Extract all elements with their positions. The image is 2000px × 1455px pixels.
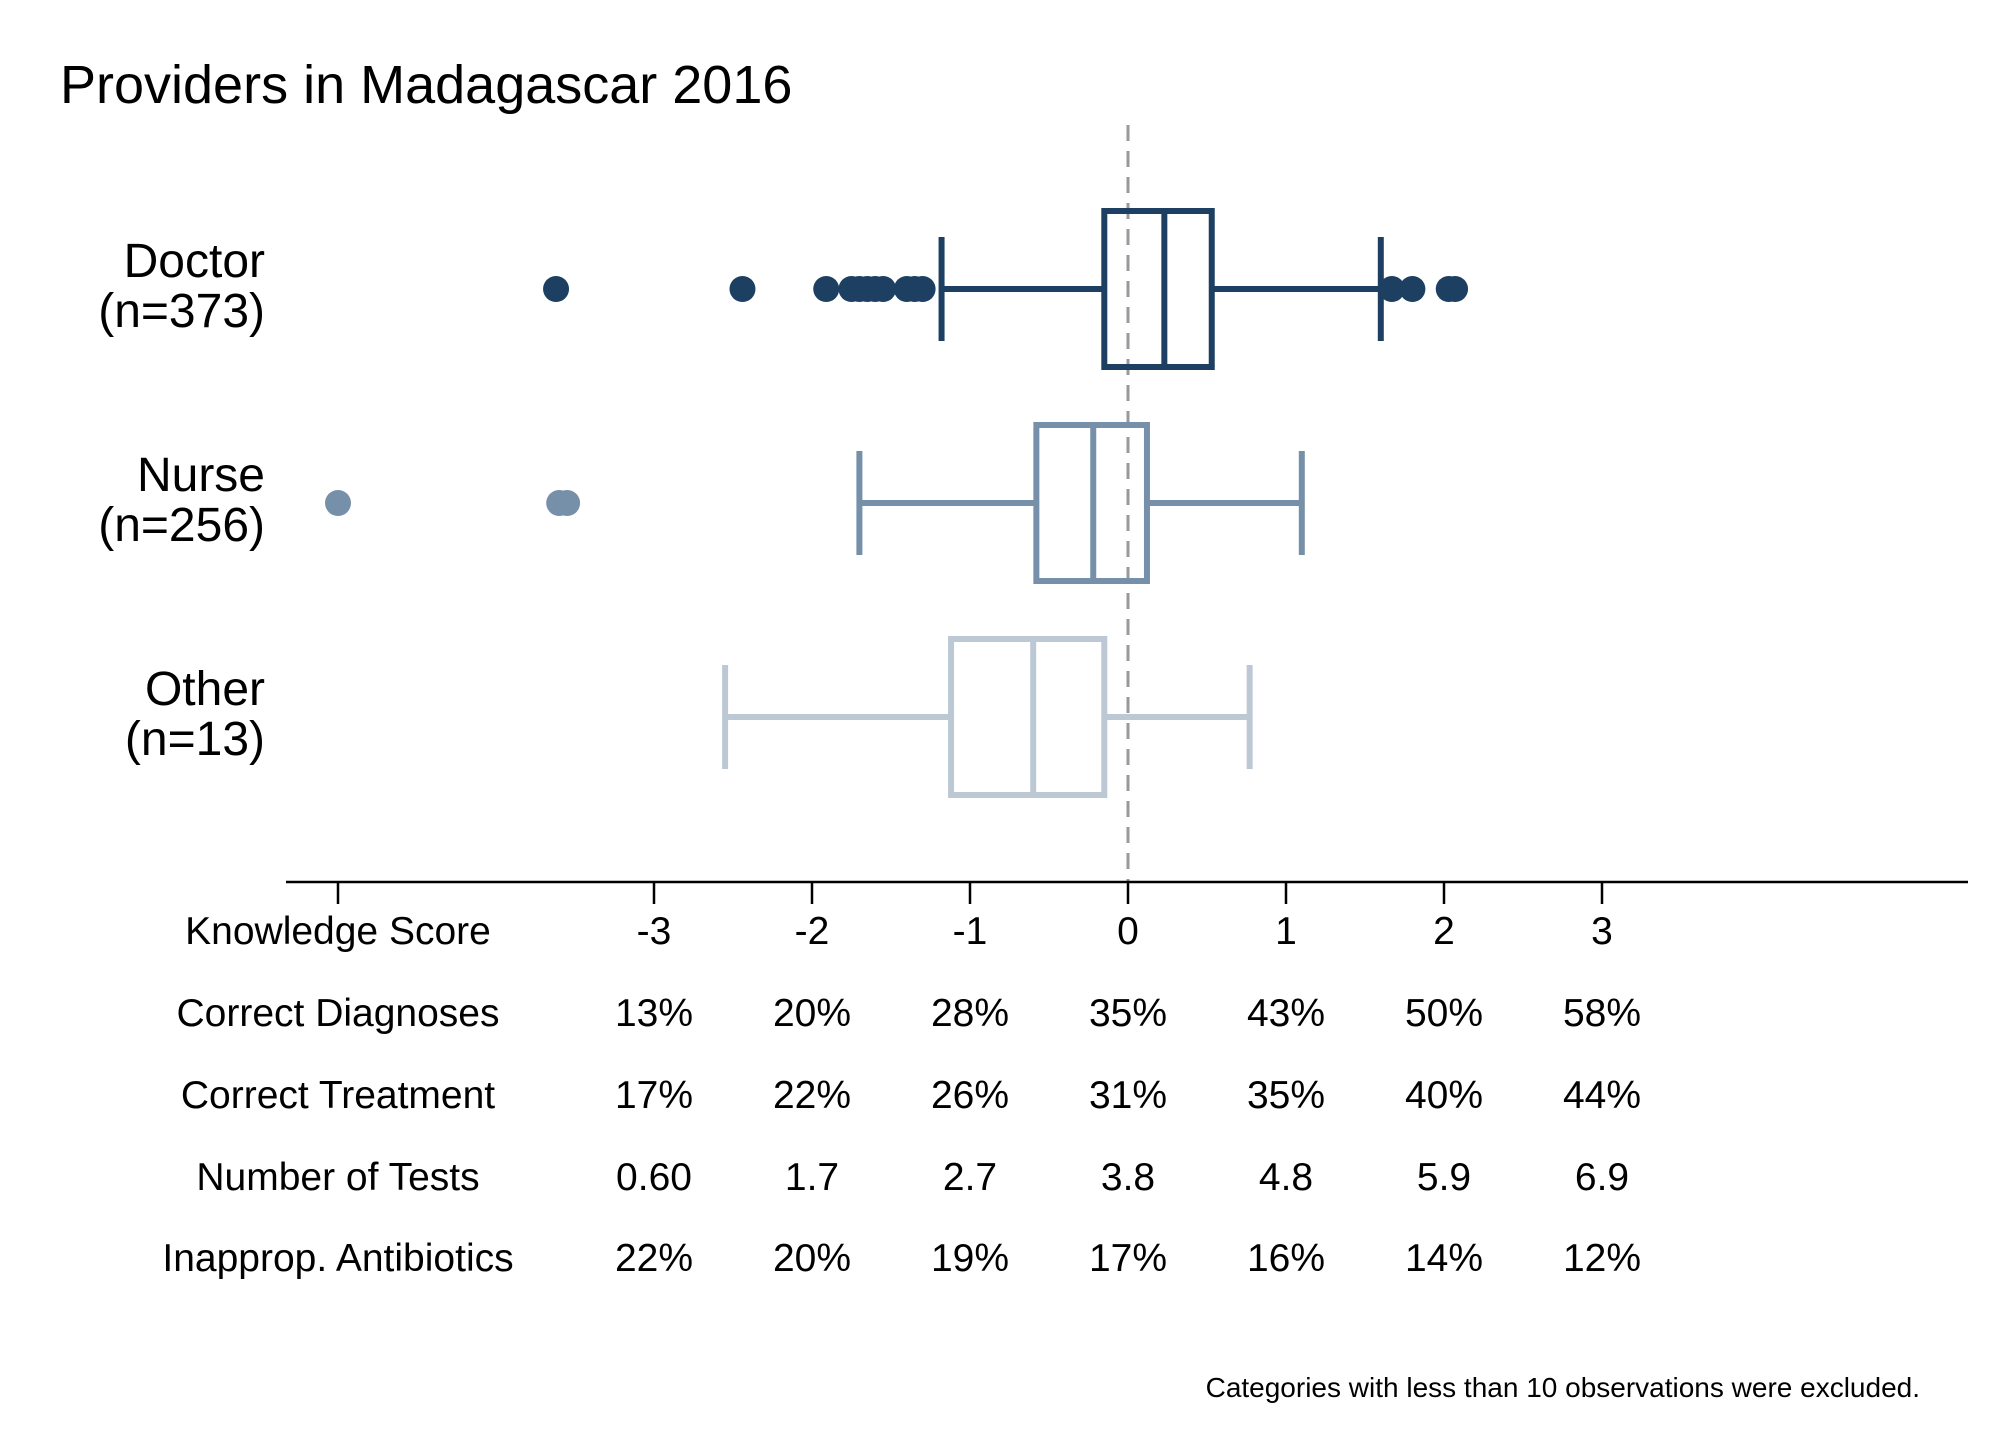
table-cell: 3.8 <box>1100 1156 1156 1199</box>
table-cell: 40% <box>1404 1074 1484 1117</box>
doctor-outlier-point <box>813 276 840 302</box>
table-cell: 17% <box>1088 1237 1168 1280</box>
table-cell: 35% <box>1088 992 1168 1035</box>
table-cell: 50% <box>1404 992 1484 1035</box>
table-cell: 26% <box>930 1074 1010 1117</box>
table-cell: 1.7 <box>784 1156 840 1199</box>
table-cell: 58% <box>1562 992 1642 1035</box>
table-row-label: Inapprop. Antibiotics <box>162 1237 514 1280</box>
category-label-other: Other (n=13) <box>0 665 265 765</box>
x-tick-label: -1 <box>952 910 988 953</box>
table-cell: 14% <box>1404 1237 1484 1280</box>
table-cell: 20% <box>772 1237 852 1280</box>
table-cell: 43% <box>1246 992 1326 1035</box>
category-name: Nurse <box>136 449 265 502</box>
category-label-doctor: Doctor (n=373) <box>0 237 265 337</box>
table-cell: 35% <box>1246 1074 1326 1117</box>
footnote: Categories with less than 10 observation… <box>1205 1372 1920 1403</box>
x-tick-label: -3 <box>636 910 672 953</box>
table-cell: 28% <box>930 992 1010 1035</box>
doctor-outlier-point <box>1378 276 1405 302</box>
doctor-outlier-point <box>729 276 756 302</box>
category-count: (n=13) <box>124 713 265 766</box>
table-row-label: Number of Tests <box>196 1156 480 1199</box>
table-cell: 22% <box>614 1237 694 1280</box>
x-tick-label: 2 <box>1433 910 1455 953</box>
table-row-label: Correct Diagnoses <box>176 992 500 1035</box>
table-row-label: Correct Treatment <box>180 1074 496 1117</box>
nurse-outlier-point <box>554 490 581 516</box>
other-box <box>948 636 1108 798</box>
category-count: (n=256) <box>98 499 265 552</box>
category-name: Doctor <box>123 235 265 288</box>
table-cell: 13% <box>614 992 694 1035</box>
x-tick-label: 3 <box>1591 910 1613 953</box>
doctor-outlier-point <box>543 276 570 302</box>
x-tick-label: -2 <box>794 910 830 953</box>
x-tick-label: 0 <box>1117 910 1139 953</box>
doctor-outlier-point <box>1442 276 1469 302</box>
table-cell: 19% <box>930 1237 1010 1280</box>
nurse-outlier-point <box>325 490 351 516</box>
doctor-outlier-point <box>1399 276 1426 302</box>
category-count: (n=373) <box>98 285 265 338</box>
category-name: Other <box>144 663 265 716</box>
table-cell: 6.9 <box>1574 1156 1630 1199</box>
table-row-label: Knowledge Score <box>185 910 491 953</box>
table-cell: 20% <box>772 992 852 1035</box>
table-cell: 22% <box>772 1074 852 1117</box>
table-cell: 31% <box>1088 1074 1168 1117</box>
table-cell: 0.60 <box>616 1156 692 1199</box>
table-cell: 17% <box>614 1074 694 1117</box>
table-cell: 44% <box>1562 1074 1642 1117</box>
table-cell: 16% <box>1246 1237 1326 1280</box>
table-cell: 5.9 <box>1416 1156 1472 1199</box>
table-cell: 12% <box>1562 1237 1642 1280</box>
doctor-outlier-point <box>909 276 936 302</box>
x-tick-label: 1 <box>1275 910 1297 953</box>
table-cell: 4.8 <box>1258 1156 1314 1199</box>
doctor-box <box>1101 208 1215 370</box>
category-label-nurse: Nurse (n=256) <box>0 451 265 551</box>
doctor-outlier-point <box>870 276 897 302</box>
table-cell: 2.7 <box>942 1156 998 1199</box>
chart-title: Providers in Madagascar 2016 <box>60 55 793 115</box>
